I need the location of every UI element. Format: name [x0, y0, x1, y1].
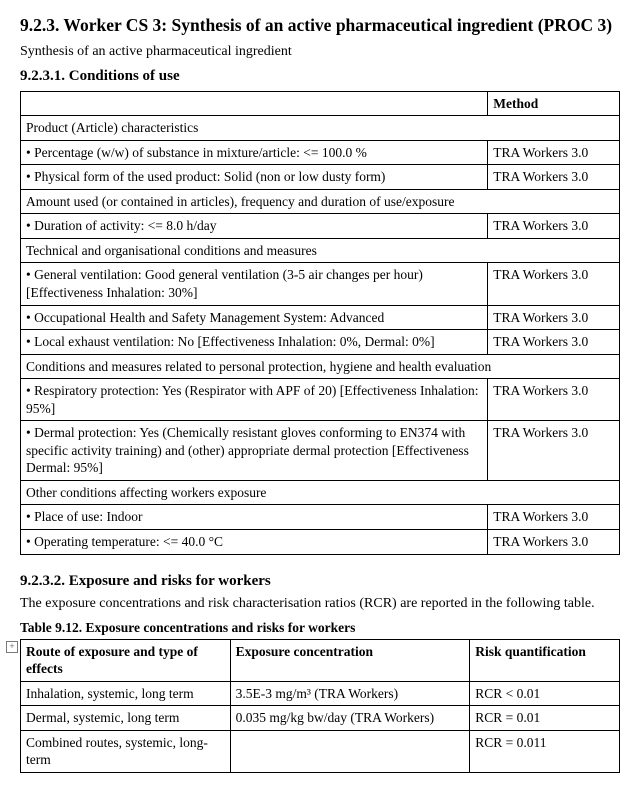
- risks-cell-risk: RCR = 0.01: [470, 706, 620, 731]
- risks-cell-conc: [230, 730, 470, 772]
- risks-cell-risk: RCR = 0.011: [470, 730, 620, 772]
- risks-heading: 9.2.3.2. Exposure and risks for workers: [20, 573, 620, 590]
- condition-text: • Operating temperature: <= 40.0 °C: [21, 530, 488, 555]
- conditions-header-method: Method: [488, 91, 620, 116]
- risks-header-risk: Risk quantification: [470, 639, 620, 681]
- condition-method: TRA Workers 3.0: [488, 530, 620, 555]
- condition-method: TRA Workers 3.0: [488, 140, 620, 165]
- condition-text: • Duration of activity: <= 8.0 h/day: [21, 214, 488, 239]
- conditions-section-label: Conditions and measures related to perso…: [21, 354, 620, 379]
- condition-method: TRA Workers 3.0: [488, 214, 620, 239]
- risks-cell-risk: RCR < 0.01: [470, 681, 620, 706]
- conditions-section-label: Other conditions affecting workers expos…: [21, 480, 620, 505]
- conditions-heading: 9.2.3.1. Conditions of use: [20, 68, 620, 85]
- risks-cell-conc: 3.5E-3 mg/m³ (TRA Workers): [230, 681, 470, 706]
- condition-method: TRA Workers 3.0: [488, 421, 620, 481]
- condition-method: TRA Workers 3.0: [488, 263, 620, 305]
- condition-method: TRA Workers 3.0: [488, 379, 620, 421]
- risks-cell-conc: 0.035 mg/kg bw/day (TRA Workers): [230, 706, 470, 731]
- section-title: 9.2.3. Worker CS 3: Synthesis of an acti…: [20, 14, 620, 38]
- conditions-section-label: Product (Article) characteristics: [21, 116, 620, 141]
- conditions-section-label: Amount used (or contained in articles), …: [21, 189, 620, 214]
- risks-header-conc: Exposure concentration: [230, 639, 470, 681]
- condition-text: • Physical form of the used product: Sol…: [21, 165, 488, 190]
- conditions-section-label: Technical and organisational conditions …: [21, 238, 620, 263]
- risks-intro: The exposure concentrations and risk cha…: [20, 596, 620, 612]
- risks-header-route: Route of exposure and type of effects: [21, 639, 231, 681]
- conditions-table: Method Product (Article) characteristics…: [20, 91, 620, 555]
- risks-cell-route: Combined routes, systemic, long-term: [21, 730, 231, 772]
- risks-table: Route of exposure and type of effects Ex…: [20, 639, 620, 773]
- condition-text: • Occupational Health and Safety Managem…: [21, 305, 488, 330]
- condition-method: TRA Workers 3.0: [488, 330, 620, 355]
- condition-text: • Respiratory protection: Yes (Respirato…: [21, 379, 488, 421]
- condition-method: TRA Workers 3.0: [488, 305, 620, 330]
- table-handle-icon: +: [6, 641, 18, 653]
- condition-text: • General ventilation: Good general vent…: [21, 263, 488, 305]
- condition-method: TRA Workers 3.0: [488, 505, 620, 530]
- condition-text: • Local exhaust ventilation: No [Effecti…: [21, 330, 488, 355]
- section-subtitle: Synthesis of an active pharmaceutical in…: [20, 44, 620, 60]
- condition-method: TRA Workers 3.0: [488, 165, 620, 190]
- conditions-header-blank: [21, 91, 488, 116]
- risks-table-caption: Table 9.12. Exposure concentrations and …: [20, 620, 620, 636]
- risks-cell-route: Dermal, systemic, long term: [21, 706, 231, 731]
- condition-text: • Dermal protection: Yes (Chemically res…: [21, 421, 488, 481]
- risks-cell-route: Inhalation, systemic, long term: [21, 681, 231, 706]
- condition-text: • Percentage (w/w) of substance in mixtu…: [21, 140, 488, 165]
- condition-text: • Place of use: Indoor: [21, 505, 488, 530]
